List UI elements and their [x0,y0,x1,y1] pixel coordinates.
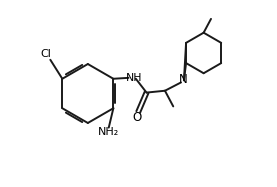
Text: N: N [179,73,188,86]
Text: NH₂: NH₂ [98,127,119,137]
Text: Cl: Cl [41,49,52,59]
Text: NH: NH [125,73,142,83]
Text: O: O [132,111,141,124]
